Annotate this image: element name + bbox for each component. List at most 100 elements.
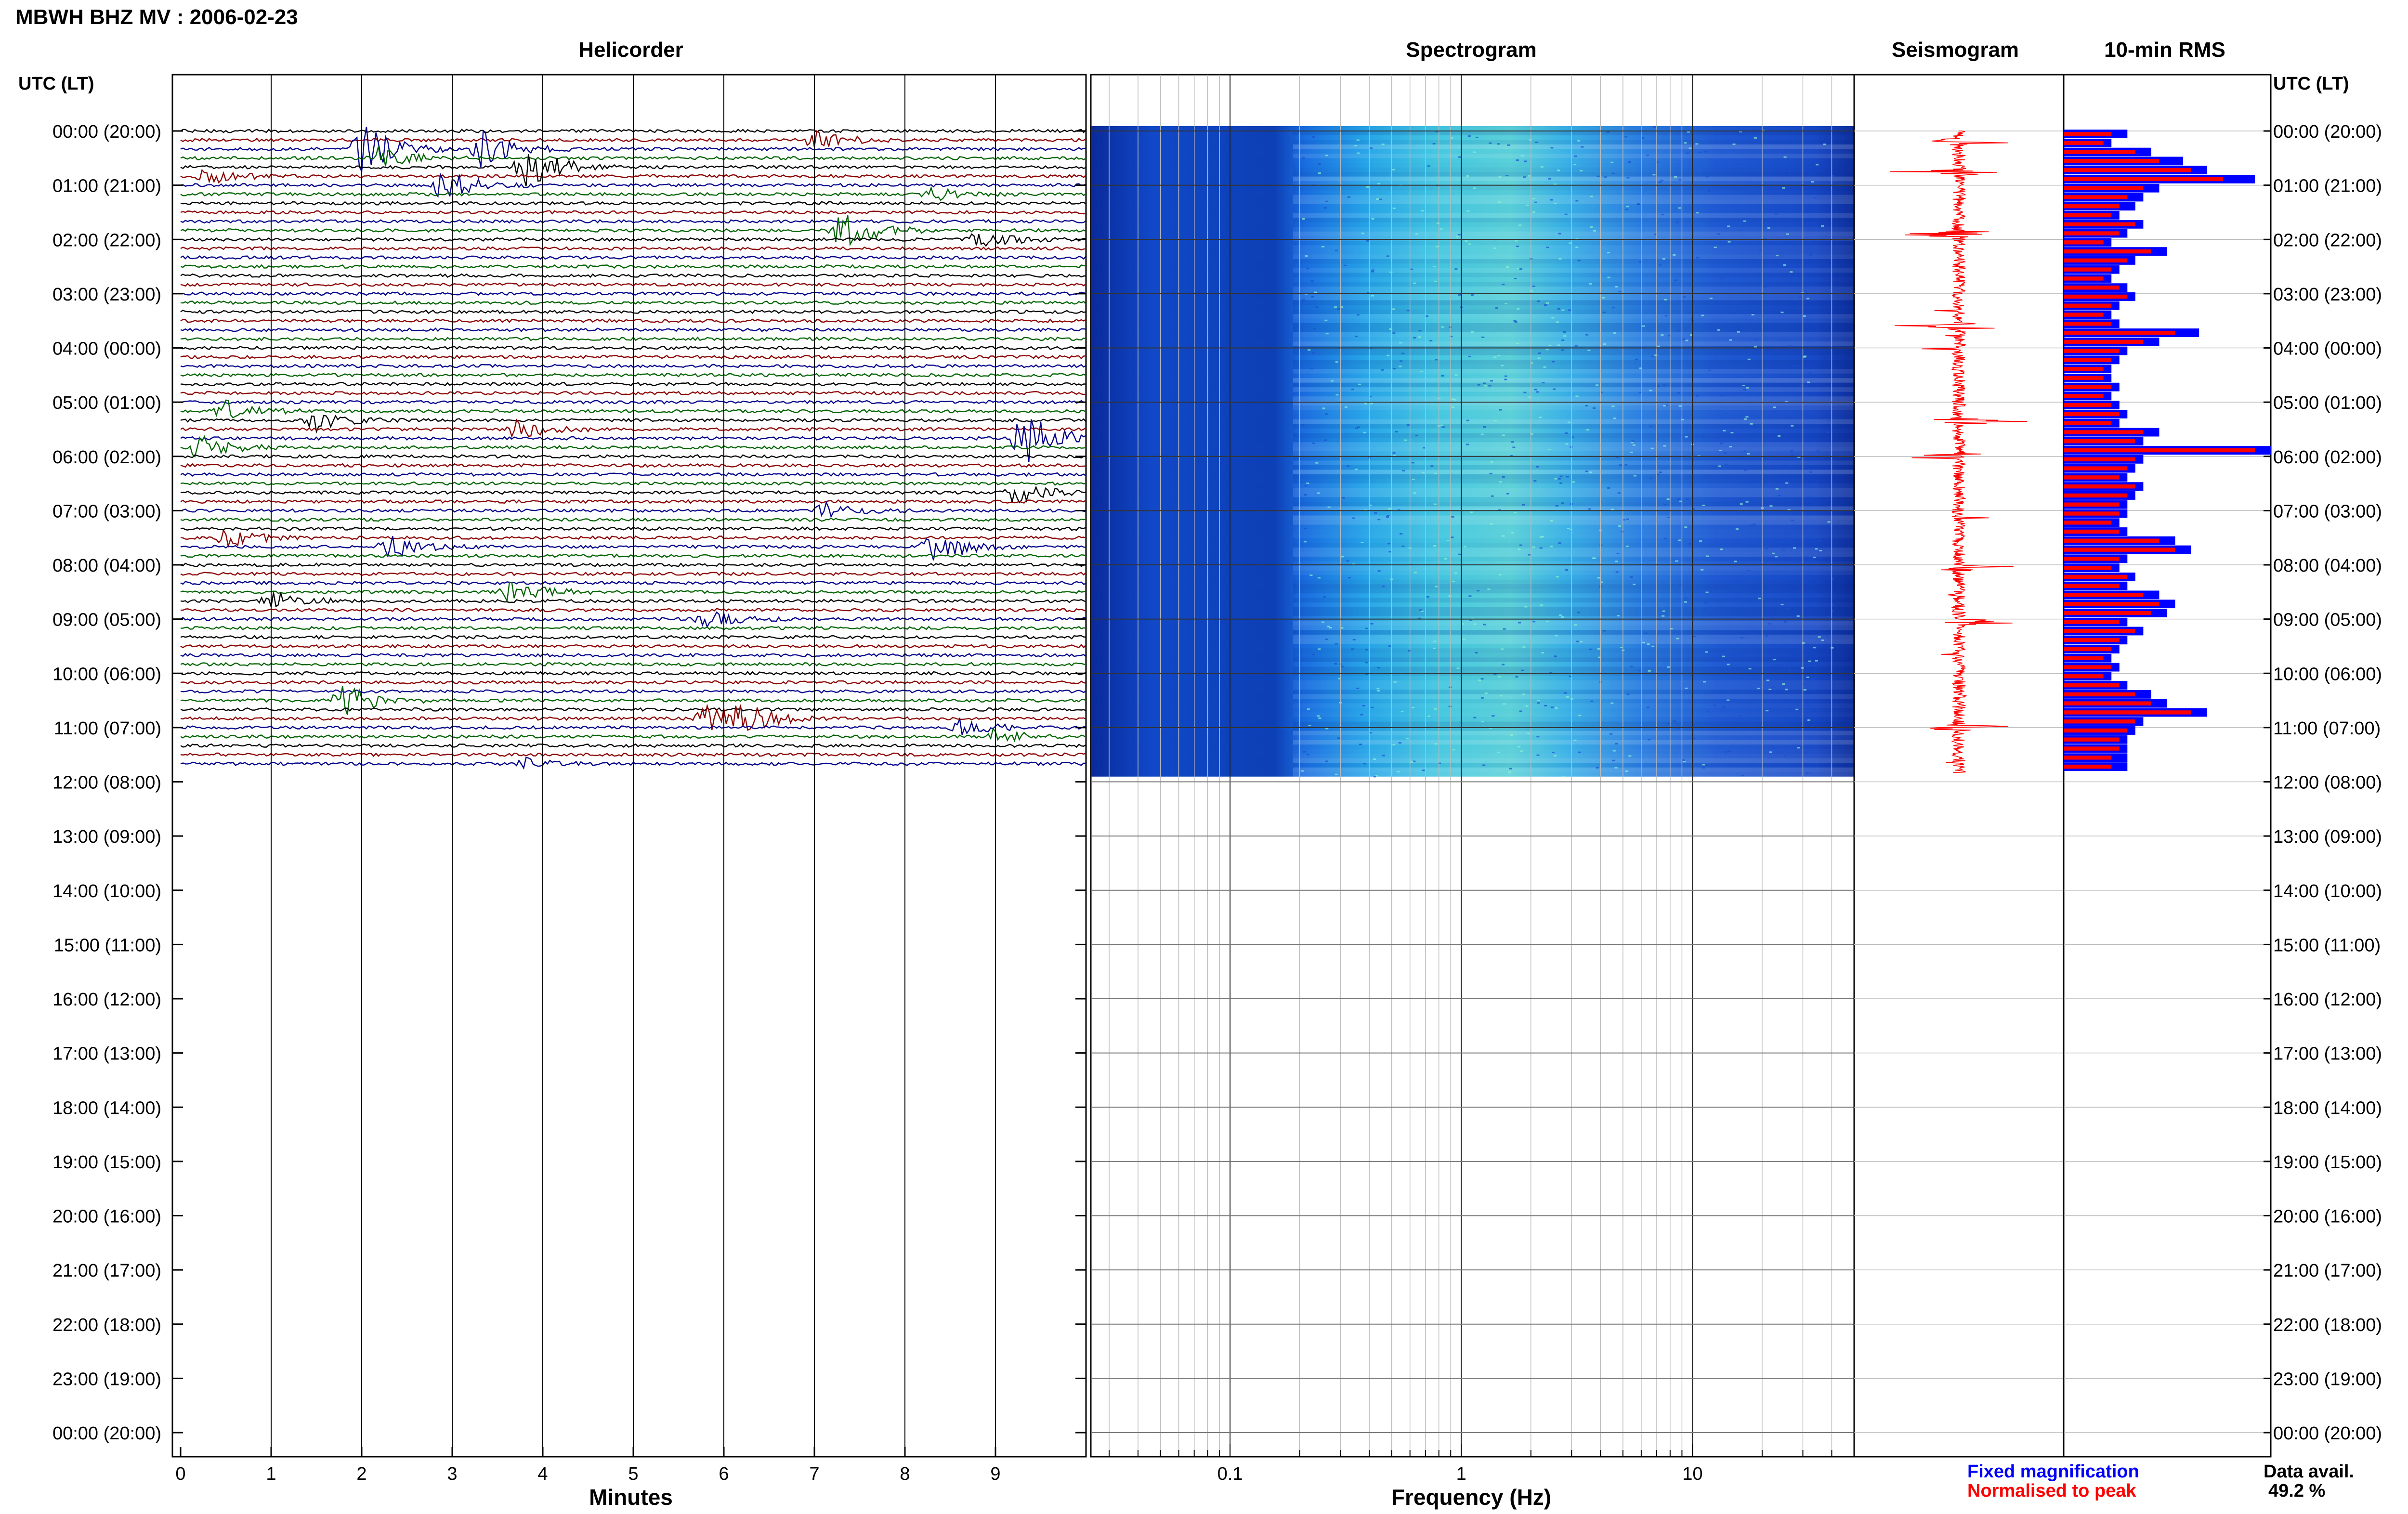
spectrogram-speckle [1510, 455, 1513, 457]
spectrogram-speckle [1377, 667, 1380, 669]
spectrogram-speckle [1502, 476, 1505, 478]
spectrogram-speckle [1400, 533, 1403, 535]
spectrogram-speckle [1603, 176, 1607, 178]
spectrogram-speckle [1408, 650, 1411, 652]
spectrogram-texture-row [1293, 204, 1854, 209]
spectrogram-speckle [1524, 160, 1527, 162]
time-label-right: 20:00 (16:00) [2273, 1207, 2382, 1227]
spectrogram-speckle [1746, 387, 1749, 389]
spectrogram-speckle [1610, 702, 1614, 704]
spectrogram-speckle [1346, 560, 1349, 562]
time-label-right: 14:00 (10:00) [2273, 881, 2382, 901]
spectrogram-speckle [1318, 648, 1321, 650]
spectrogram-speckle [1548, 344, 1552, 346]
spectrogram-speckle [1723, 452, 1727, 454]
left-axis-header: UTC (LT) [18, 74, 94, 94]
helicorder-x-tick-label: 9 [990, 1464, 1000, 1484]
spectrogram-speckle [1413, 572, 1417, 574]
spectrogram-texture-row [1293, 754, 1854, 758]
rms-panel [2063, 74, 2272, 1458]
helicorder-x-tick-label: 6 [719, 1464, 729, 1484]
spectrogram-speckle [1628, 161, 1631, 163]
spectrogram-texture-row [1293, 666, 1854, 671]
spectrogram-speckle [1743, 389, 1746, 391]
spectrogram-speckle [1814, 240, 1818, 242]
spectrogram-speckle [1758, 598, 1761, 600]
spectrogram-texture-row [1293, 364, 1854, 369]
spectrogram-speckle [1574, 345, 1578, 347]
spectrogram-speckle [1514, 321, 1518, 323]
spectrogram-speckle [1662, 615, 1665, 617]
spectrogram-texture-row [1293, 548, 1854, 552]
spectrogram-speckle [1592, 407, 1596, 409]
spectrogram-speckle [1317, 492, 1320, 494]
spectrogram-speckle [1376, 690, 1380, 692]
spectrogram-texture-row [1293, 689, 1854, 694]
spectrogram-speckle [1703, 608, 1707, 610]
spectrogram-texture-row [1293, 419, 1854, 424]
spectrogram-speckle [1587, 350, 1591, 352]
spectrogram-speckle [1356, 314, 1360, 316]
rms-bar-normalised [2064, 719, 2135, 724]
spectrogram-speckle [1705, 651, 1708, 653]
spectrogram-speckle [1444, 558, 1447, 560]
spectrogram-texture-row [1293, 332, 1854, 337]
spectrogram-speckle [1607, 252, 1610, 254]
spectrogram-speckle [1483, 426, 1486, 428]
spectrogram-speckle [1688, 147, 1692, 149]
spectrogram-speckle [1765, 548, 1768, 549]
spectrogram-speckle [1497, 354, 1501, 356]
spectrogram-speckle [1466, 419, 1469, 421]
spectrogram-texture-row [1293, 639, 1854, 644]
spectrogram-speckle [1682, 338, 1685, 340]
spectrogram-speckle [1569, 676, 1572, 678]
spectrogram-speckle [1307, 708, 1310, 710]
spectrogram-speckle [1753, 523, 1756, 525]
spectrogram-texture-row [1293, 424, 1854, 429]
time-label-left: 17:00 (13:00) [52, 1044, 161, 1064]
spectrogram-speckle [1422, 471, 1425, 473]
spectrogram-speckle [1532, 546, 1535, 548]
rms-bar-normalised [2064, 629, 2135, 633]
spectrogram-speckle [1341, 666, 1344, 667]
spectrogram-speckle [1588, 508, 1591, 510]
spectrogram-speckle [1540, 166, 1544, 168]
spectrogram-speckle [1720, 395, 1724, 397]
spectrogram-speckle [1679, 500, 1683, 502]
spectrogram-speckle [1782, 665, 1785, 667]
rms-bar-normalised [2064, 267, 2112, 272]
spectrogram-speckle [1793, 547, 1796, 549]
spectrogram-speckle [1308, 349, 1311, 351]
spectrogram-speckle [1462, 639, 1466, 640]
spectrogram-speckle [1317, 715, 1320, 717]
rms-bar-normalised [2064, 204, 2120, 209]
spectrogram-speckle [1662, 258, 1665, 260]
spectrogram-speckle [1813, 197, 1817, 199]
spectrogram-speckle [1639, 392, 1642, 393]
spectrogram-texture-row [1293, 190, 1854, 195]
spectrogram-speckle [1796, 615, 1800, 617]
spectrogram-speckle [1750, 524, 1754, 526]
spectrogram-speckle [1636, 203, 1640, 205]
spectrogram-texture-row [1293, 657, 1854, 662]
spectrogram-speckle [1831, 578, 1834, 580]
rms-bar-normalised [2064, 466, 2128, 470]
helicorder-title: Helicorder [578, 38, 683, 62]
spectrogram-speckle [1352, 517, 1355, 519]
spectrogram-texture-row [1293, 735, 1854, 740]
spectrogram-speckle [1807, 719, 1810, 721]
spectrogram-speckle [1497, 752, 1500, 754]
spectrogram-speckle [1310, 296, 1314, 298]
spectrogram-speckle [1506, 493, 1509, 495]
spectrogram-speckle [1544, 304, 1547, 306]
spectrogram-speckle [1466, 175, 1469, 177]
spectrogram-speckle [1454, 572, 1457, 574]
spectrogram-speckle [1371, 271, 1374, 273]
spectrogram-speckle [1679, 584, 1683, 586]
spectrogram-speckle [1467, 135, 1471, 137]
spectrogram-speckle [1357, 426, 1360, 428]
spectrogram-title: Spectrogram [1406, 38, 1536, 62]
spectrogram-speckle [1554, 478, 1557, 480]
spectrogram-speckle [1540, 604, 1543, 606]
spectrogram-speckle [1318, 717, 1322, 719]
